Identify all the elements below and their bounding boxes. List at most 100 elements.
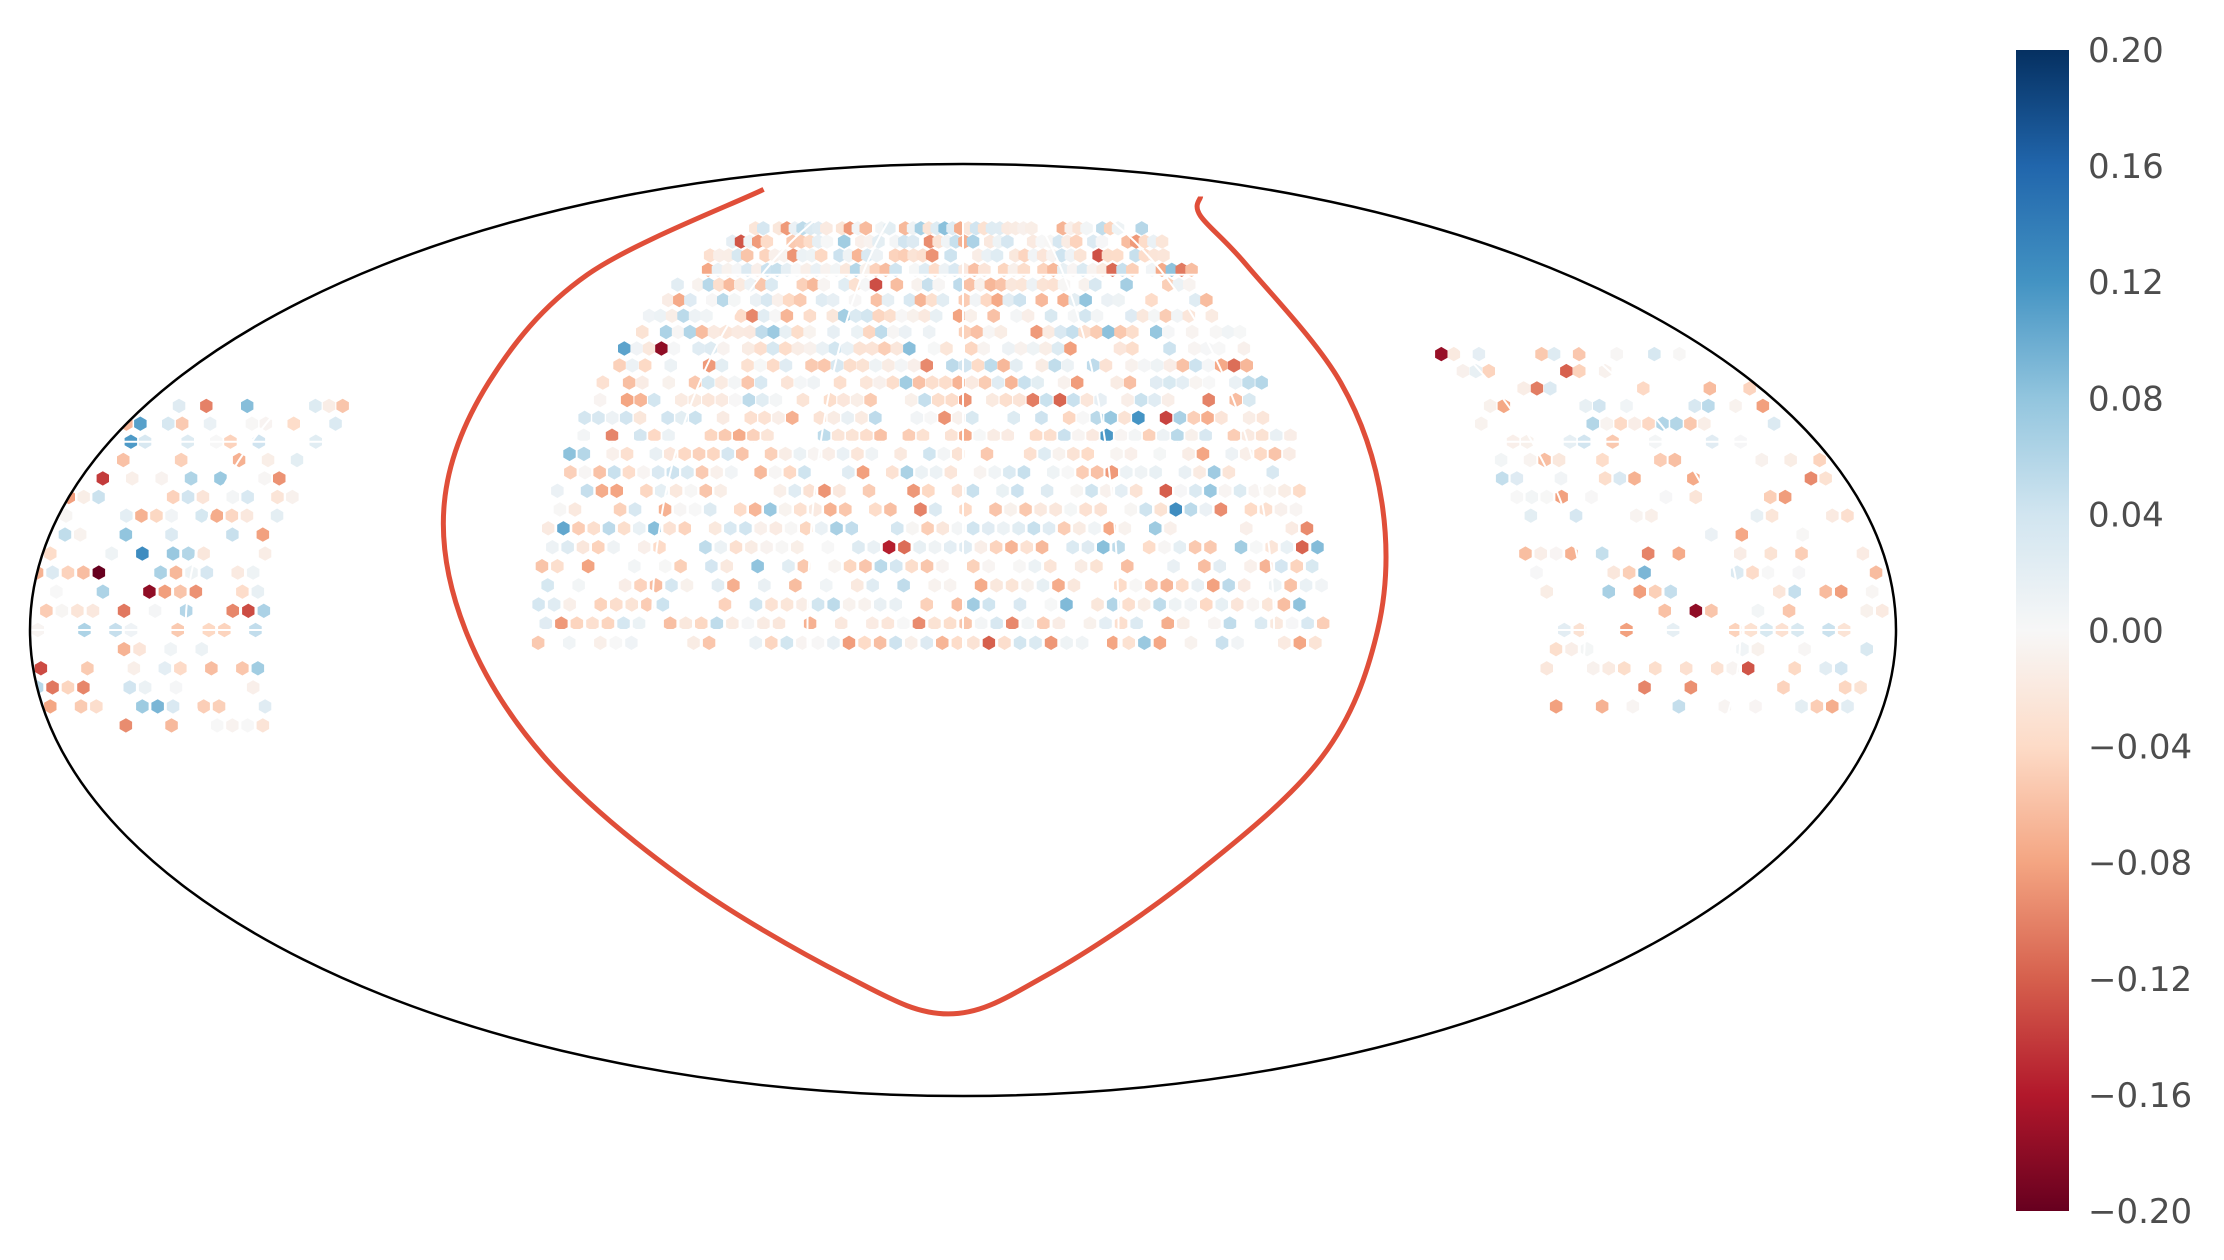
hexbin-cell (1035, 410, 1048, 425)
hexbin-cell (771, 292, 785, 308)
hexbin-cell (835, 616, 848, 631)
hexbin-cell (980, 292, 993, 308)
hexbin-cell (1654, 452, 1667, 468)
hexbin-cell (1277, 597, 1291, 612)
hexbin-cell (890, 277, 904, 292)
hexbin-cell (261, 452, 275, 468)
hexbin-cell (547, 597, 561, 612)
hexbin-cell (1047, 262, 1060, 277)
hexbin-cell (1215, 597, 1228, 612)
hexbin-cell (989, 502, 1002, 517)
hexbin-cell (1268, 578, 1282, 593)
hexbin-cell (1163, 375, 1176, 390)
hexbin-cell (1159, 308, 1173, 323)
hexbin-cell (1456, 363, 1470, 379)
hexbin-cell (796, 392, 810, 408)
hexbin-cell (119, 527, 133, 542)
hexbin-cell (1876, 603, 1889, 618)
hexbin-cell (1187, 410, 1200, 425)
colorbar-tick-label: 0.08 (2088, 379, 2164, 419)
hexbin-cell (967, 635, 980, 650)
hexbin-cell (973, 465, 987, 480)
hexbin-cell (1270, 428, 1283, 443)
hexbin-cell (329, 416, 342, 431)
hexbin-cell (945, 428, 958, 443)
hexbin-cell (811, 597, 825, 612)
hexbin-cell (134, 416, 147, 431)
hexbin-cell (1483, 398, 1497, 414)
hexbin-cell (1819, 471, 1832, 486)
hexbin-cell (963, 277, 977, 292)
hexbin-cell (974, 540, 988, 555)
hexbin-cell (822, 446, 835, 462)
hexbin-cell (158, 661, 172, 676)
hexbin-cell (165, 718, 178, 733)
hexbin-cell (1841, 699, 1854, 714)
hexbin-cell (1819, 661, 1832, 676)
hexbin-cell (1284, 428, 1297, 443)
hexbin-cell (1184, 597, 1197, 612)
hexbin-cell (663, 521, 676, 536)
hexbin-cell (1148, 392, 1161, 408)
hexbin-cell (1026, 277, 1039, 292)
hexbin-cell (1207, 578, 1220, 593)
hexbin-cell (1172, 277, 1185, 292)
hexbin-cell (1037, 616, 1050, 631)
hexbin-cell (1158, 540, 1171, 555)
hexbin-cell (618, 578, 632, 593)
hexbin-cell (1796, 527, 1809, 542)
hexbin-cell (997, 358, 1010, 373)
hexbin-cell (850, 392, 864, 408)
hexbin-cell (1524, 508, 1538, 523)
hexbin-cell (34, 661, 48, 676)
hexbin-cell (707, 446, 720, 462)
hexbin-cell (1242, 375, 1255, 390)
hexbin-cell (1200, 597, 1213, 612)
hexbin-cell (1602, 584, 1615, 599)
hexbin-cell (930, 308, 943, 323)
hexbin-cell (959, 616, 972, 631)
hexbin-cell (814, 248, 828, 263)
hexbin-cell (1189, 375, 1202, 390)
hexbin-cell (1171, 428, 1184, 443)
hexbin-cell (165, 508, 178, 523)
hexbin-cell (1777, 680, 1790, 695)
hexbin-cell (744, 277, 757, 292)
hexbin-cell (617, 616, 630, 631)
hexbin-cell (613, 502, 627, 517)
hexbin-cell (1175, 262, 1188, 277)
hexbin-cell (903, 341, 916, 356)
hexbin-cell (169, 565, 183, 580)
hexbin-cell (1751, 603, 1765, 618)
hexbin-cell (1535, 346, 1548, 362)
hexbin-cell (1530, 381, 1544, 396)
hexbin-cell (842, 465, 855, 480)
hexbin-cell (1544, 381, 1557, 396)
hexbin-cell (172, 398, 186, 414)
hexbin-cell (1637, 381, 1650, 396)
hexbin-cell (602, 521, 616, 536)
hexbin-cell (553, 502, 567, 517)
colorbar-tick-label: 0.16 (2088, 147, 2164, 187)
hexbin-cell (1565, 546, 1578, 561)
hexbin-cell (1283, 446, 1296, 462)
hexbin-cell (1074, 559, 1088, 574)
hexbin-cell (1598, 471, 1612, 486)
hexbin-cell (845, 521, 858, 536)
hexbin-cell (967, 559, 980, 574)
hexbin-cell (766, 341, 780, 356)
hexbin-cell (905, 635, 918, 650)
hexbin-cell (920, 559, 934, 574)
hexbin-cell (749, 502, 762, 517)
hexbin-cell (1205, 308, 1219, 323)
hexbin-cell (1726, 661, 1739, 676)
hexbin-cell (564, 465, 577, 480)
hexbin-cell (1649, 661, 1662, 676)
hexbin-cell (742, 341, 755, 356)
hexbin-cell (1618, 661, 1631, 676)
hexbin-cell (769, 392, 783, 408)
hexbin-cell (1021, 308, 1035, 323)
hexbin-cell (755, 324, 768, 340)
hexbin-cell (842, 597, 856, 612)
hexbin-cell (884, 502, 897, 517)
